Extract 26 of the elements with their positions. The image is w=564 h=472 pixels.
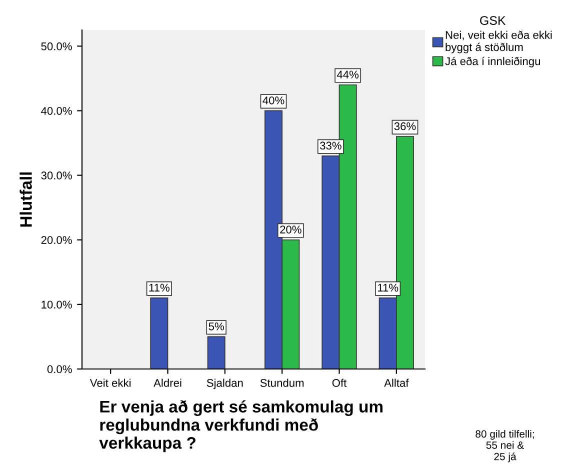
x-tick-label: Oft	[332, 378, 347, 387]
y-tick-label: 30.0%	[41, 172, 72, 180]
legend-title: GSK	[480, 16, 506, 25]
data-label: 11%	[149, 284, 170, 292]
data-label: 36%	[394, 122, 416, 130]
y-tick-label: 50.0%	[41, 42, 72, 50]
legend-label: Nei, veit ekki eða ekki byggt á stöðlum	[446, 30, 552, 54]
x-tick-label: Alltaf	[384, 378, 409, 387]
x-axis-title: Er venja að gert sé samkomulag um reglubundna verkfundi með verkkaupa ?	[99, 400, 382, 452]
data-label: 33%	[320, 142, 342, 150]
text: 80 gild tilfelli; 55 nei & 25 já	[476, 430, 534, 462]
data-label: 40%	[262, 96, 284, 104]
y-axis-title: Hlutfall	[20, 172, 32, 227]
legend-label: Já eða í innleiðingu	[445, 56, 540, 68]
y-tick-label: 40.0%	[41, 106, 72, 115]
x-tick-label: Aldrei	[154, 378, 182, 387]
data-label: 11%	[378, 284, 398, 292]
y-tick-label: 20.0%	[41, 236, 72, 244]
data-label: 20%	[280, 226, 302, 234]
y-tick-label: 10.0%	[42, 300, 72, 309]
data-label: 5%	[208, 322, 224, 330]
y-tick-label: 0.0%	[47, 365, 72, 374]
data-label: 44%	[336, 70, 359, 78]
x-tick-label: Veit ekki	[90, 378, 131, 387]
x-tick-label: Stundum	[260, 378, 304, 387]
x-tick-label: Sjaldan	[206, 378, 243, 390]
